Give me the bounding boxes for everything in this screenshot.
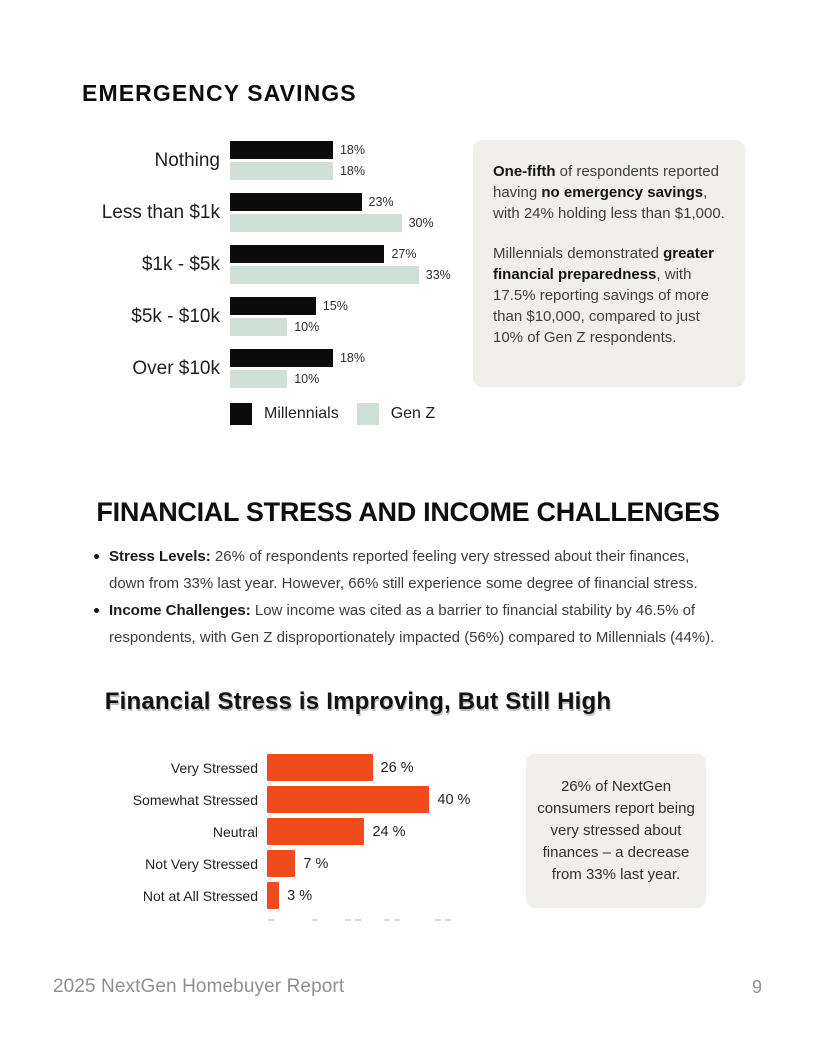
bar-not-at-all-stressed: [267, 882, 280, 909]
bar-millennials-5k-10k: [230, 297, 316, 315]
emergency-savings-callout: One-fifth of respondents reported having…: [473, 140, 745, 387]
category-label: Nothing: [154, 149, 221, 171]
legend-label: Millennials: [264, 405, 339, 422]
value-label: 30%: [408, 216, 434, 230]
clipped-glyph: [435, 919, 441, 921]
chart-row: Not Very Stressed 7 %: [118, 850, 470, 877]
emergency-savings-chart: Nothing 18% 18% Less than $1k 23% 30% $1k - $5…: [82, 141, 451, 401]
legend-swatch-millennials: [230, 403, 252, 425]
value-label: 40 %: [437, 791, 471, 808]
chart-row: Somewhat Stressed 40 %: [118, 786, 470, 813]
bar-millennials-over-10k: [230, 349, 333, 367]
clipped-glyph: [345, 919, 351, 921]
category-label: $1k - $5k: [141, 253, 220, 275]
bar-gen-z-1k-5k: [230, 266, 419, 284]
bar-millennials-less-than-1k: [230, 193, 362, 211]
bar-millennials-1k-5k: [230, 245, 385, 263]
bar-group: 15% 10%: [230, 297, 348, 336]
value-label: 10%: [294, 372, 320, 386]
legend-item-gen-z: Gen Z: [356, 403, 436, 425]
value-label: 18%: [339, 143, 365, 157]
bar-gen-z-5k-10k: [230, 318, 288, 336]
value-label: 27%: [391, 247, 417, 261]
value-label: 15%: [322, 299, 348, 313]
clipped-glyph: [394, 919, 400, 921]
value-label: 18%: [339, 351, 365, 365]
chart-row: Less than $1k 23% 30%: [82, 193, 451, 232]
bar-neutral: [267, 818, 365, 845]
chart-row: $1k - $5k 27% 33%: [82, 245, 451, 284]
emergency-savings-heading: EMERGENCY SAVINGS: [82, 80, 357, 106]
chart-row: Not at All Stressed 3 %: [118, 882, 470, 909]
category-label: $5k - $10k: [131, 305, 220, 327]
category-label: Not Very Stressed: [145, 855, 258, 872]
bar-somewhat-stressed: [267, 786, 430, 813]
chart-row: $5k - $10k 15% 10%: [82, 297, 451, 336]
stress-bullet-list: Stress Levels: 26% of respondents report…: [93, 543, 727, 651]
clipped-glyph: [355, 919, 361, 921]
bullet-income-challenges: Income Challenges: Low income was cited …: [93, 597, 727, 651]
bar-not-very-stressed: [267, 850, 296, 877]
callout-paragraph: Millennials demonstrated greater financi…: [493, 245, 714, 346]
bullet-stress-levels: Stress Levels: 26% of respondents report…: [93, 543, 727, 597]
value-label: 10%: [294, 320, 320, 334]
legend-item-millennials: Millennials: [230, 403, 339, 425]
callout-text: 26% of NextGen consumers report being ve…: [537, 778, 695, 883]
legend-label: Gen Z: [390, 405, 436, 422]
legend-swatch-gen-z: [356, 403, 379, 425]
footer-report-title: 2025 NextGen Homebuyer Report: [53, 976, 345, 997]
bar-group: 23% 30%: [230, 193, 434, 232]
value-label: 7 %: [303, 855, 329, 872]
category-label: Neutral: [212, 823, 258, 840]
bar-gen-z-nothing: [230, 162, 333, 180]
bar-millennials-nothing: [230, 141, 333, 159]
value-label: 26 %: [380, 759, 414, 776]
chart-row: Over $10k 18% 10%: [82, 349, 451, 388]
callout-paragraph: One-fifth of respondents reported having…: [493, 163, 725, 222]
bar-very-stressed: [267, 754, 373, 781]
category-label: Not at All Stressed: [142, 887, 258, 904]
category-label: Somewhat Stressed: [132, 791, 258, 808]
value-label: 18%: [339, 164, 365, 178]
value-label: 33%: [425, 268, 451, 282]
financial-stress-heading: FINANCIAL STRESS AND INCOME CHALLENGES: [96, 497, 720, 527]
clipped-glyph: [445, 919, 451, 921]
bar-gen-z-over-10k: [230, 370, 288, 388]
category-label: Less than $1k: [101, 201, 220, 223]
chart-legend: Millennials Gen Z: [230, 403, 435, 425]
chart-row: Neutral 24 %: [118, 818, 470, 845]
footer-page-number: 9: [751, 977, 762, 997]
value-label: 23%: [368, 195, 394, 209]
clipped-glyph: [384, 919, 390, 921]
chart-row: Nothing 18% 18%: [82, 141, 451, 180]
bar-group: 18% 10%: [230, 349, 365, 388]
stress-chart-title: Financial Stress is Improving, But Still…: [104, 688, 612, 715]
bar-group: 27% 33%: [230, 245, 451, 284]
stress-callout: 26% of NextGen consumers report being ve…: [526, 754, 706, 908]
chart-row: Very Stressed 26 %: [118, 754, 470, 781]
bar-group: 18% 18%: [230, 141, 365, 180]
clipped-axis-text: [268, 919, 488, 922]
bar-gen-z-less-than-1k: [230, 214, 402, 232]
clipped-glyph: [268, 919, 274, 921]
stress-level-chart: Very Stressed 26 % Somewhat Stressed 40 % Ne…: [118, 754, 470, 914]
value-label: 3 %: [287, 887, 313, 904]
clipped-glyph: [312, 919, 318, 921]
value-label: 24 %: [372, 823, 406, 840]
category-label: Over $10k: [132, 357, 220, 379]
category-label: Very Stressed: [170, 759, 258, 776]
